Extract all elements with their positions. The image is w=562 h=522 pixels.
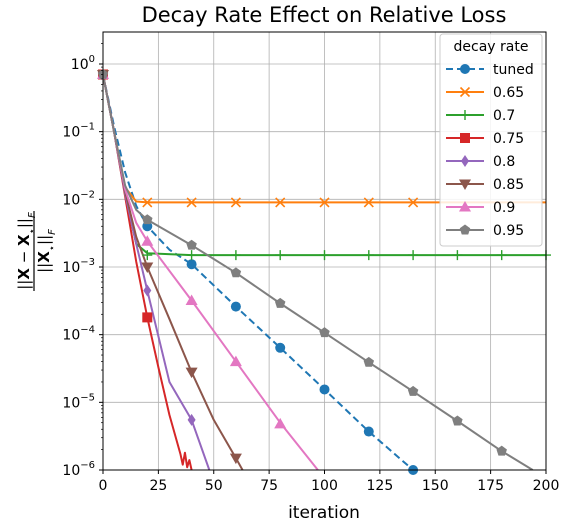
data-point-0-85 [141,262,154,273]
y-axis-ticks: 100 10−1 10−2 10−3 10−4 10−5 10−6 [62,43,103,479]
legend-label: 0.8 [493,154,515,170]
legend-marker-0-75 [460,133,470,143]
data-point-0-9 [185,294,198,305]
data-point-tuned [363,426,374,437]
data-point-0-95 [319,327,330,338]
y-tick-label: 10−3 [62,257,95,276]
data-point-0-7 [319,250,330,261]
data-point-0-65 [363,197,374,208]
y-axis-label-denominator: ||X⋆||F [35,229,58,273]
legend-label: 0.75 [493,131,524,147]
data-point-0-65 [142,197,153,208]
series-lines [103,74,546,470]
legend-marker-0-9 [459,201,471,212]
series-line-0-85 [103,74,244,470]
data-point-0-95 [186,239,197,250]
x-tick-label: 125 [367,478,394,494]
data-point-0-65 [319,197,330,208]
data-point-tuned [230,301,241,312]
data-point-0-65 [186,197,197,208]
data-point-0-7 [275,250,286,261]
legend-label: 0.65 [493,85,524,101]
legend-marker-0-7 [460,110,470,120]
legend-label: tuned [493,62,534,78]
series-line-0-95 [103,74,534,470]
data-point-0-75 [142,312,153,323]
legend-label: 0.85 [493,177,524,193]
y-tick-label: 10−1 [62,122,95,141]
legend: decay rate tuned 0.65 0.7 0.75 0.8 0.85 0.9 0.9… [439,33,543,247]
data-point-0-65 [275,197,286,208]
data-point-tuned [319,384,330,395]
y-tick-label: 10−2 [62,189,95,208]
legend-label: 0.7 [493,108,515,124]
series-line-0-8 [103,74,211,470]
data-point-0-9 [274,417,287,429]
data-point-0-85 [185,367,198,379]
data-point-tuned [186,259,197,270]
data-point-0-7 [496,250,507,261]
data-point-0-7 [186,250,197,261]
legend-label: 0.9 [493,200,515,216]
x-axis-ticks: 0 25 50 75 100 125 150 175 200 [99,470,560,494]
x-tick-label: 75 [260,478,278,494]
data-point-0-95 [452,415,463,426]
data-point-0-95 [363,356,375,367]
legend-label: 0.95 [493,223,524,239]
data-point-0-7 [230,250,241,261]
legend-marker-0-85 [459,179,471,190]
data-point-0-95 [407,385,419,396]
data-point-0-65 [408,197,419,208]
x-tick-label: 25 [149,478,167,494]
data-point-0-7 [408,250,419,261]
data-point-0-95 [230,267,242,278]
y-tick-label: 100 [71,54,95,73]
data-point-0-95 [274,297,286,308]
legend-box [439,33,543,247]
y-axis-label-numerator: ||X − X⋆||F [15,212,38,290]
y-axis-label: ||X − X⋆||F ||X⋆||F [15,211,58,291]
legend-marker-0-95 [459,224,471,235]
y-tick-label: 10−6 [62,460,95,479]
data-point-tuned [275,342,286,353]
series-line-tuned [103,74,414,470]
x-tick-label: 200 [533,478,560,494]
x-tick-label: 0 [99,478,108,494]
data-point-0-95 [142,214,153,225]
x-tick-label: 50 [205,478,223,494]
data-point-0-7 [452,250,463,261]
y-tick-label: 10−5 [62,392,95,411]
data-point-0-95 [496,445,507,456]
legend-entries: tuned 0.65 0.7 0.75 0.8 0.85 0.9 0.95 [446,62,534,239]
data-point-0-8 [187,413,196,426]
x-tick-label: 100 [311,478,338,494]
data-point-0-9 [141,235,154,246]
y-tick-label: 10−4 [62,325,95,344]
legend-marker-0-8 [461,155,469,167]
chart-title: Decay Rate Effect on Relative Loss [142,3,507,27]
x-axis-label: iteration [288,503,360,522]
legend-marker-tuned [460,64,470,74]
legend-marker-0-65 [459,86,471,98]
legend-title: decay rate [454,39,529,55]
x-tick-label: 150 [422,478,449,494]
data-point-0-65 [230,197,241,208]
data-point-0-7 [142,250,153,261]
x-tick-label: 175 [477,478,504,494]
data-point-0-7 [363,250,374,261]
data-point-0-8 [143,284,152,297]
data-point-0-9 [229,355,242,367]
data-point-0-85 [229,453,242,465]
